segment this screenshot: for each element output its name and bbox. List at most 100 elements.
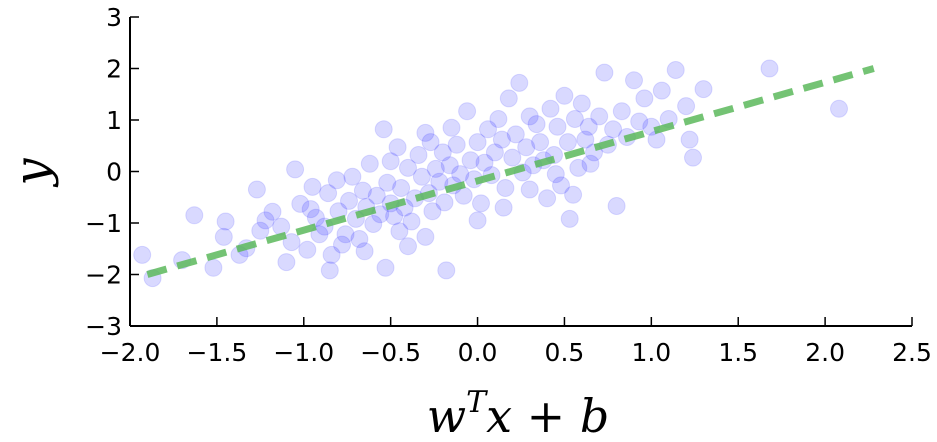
data-point — [360, 154, 379, 173]
y-tick-label: 2 — [106, 55, 122, 84]
data-point — [399, 158, 417, 177]
data-point — [546, 165, 565, 184]
data-point — [263, 202, 282, 221]
data-point — [306, 208, 325, 227]
data-point — [336, 225, 355, 244]
data-point — [520, 180, 539, 199]
data-point — [569, 158, 588, 177]
x-tick-label: 2.5 — [892, 338, 932, 367]
data-point — [468, 211, 487, 230]
data-point — [458, 102, 477, 121]
data-point — [677, 97, 696, 116]
data-point — [251, 221, 270, 240]
data-point — [541, 99, 560, 118]
data-point — [381, 152, 400, 171]
data-point — [437, 261, 456, 280]
data-point — [388, 138, 407, 157]
data-point — [319, 184, 338, 203]
data-point — [510, 73, 529, 92]
data-point — [421, 133, 440, 152]
data-point — [590, 107, 609, 126]
y-tick-label: 0 — [106, 158, 122, 187]
data-point — [376, 258, 395, 277]
data-point — [830, 99, 848, 118]
y-tick-label: −3 — [85, 312, 122, 341]
x-tick-label: −1.0 — [273, 338, 334, 367]
points-layer — [133, 59, 848, 288]
ticks-layer: −2.0 −1.5 −1.0 −0.5 0.0 0.5 1.0 1.5 2.0 2.5 −3 −2 −1… — [85, 3, 932, 367]
data-point — [340, 191, 358, 210]
data-point — [680, 130, 699, 149]
data-point — [301, 200, 320, 219]
data-point — [402, 212, 421, 231]
data-point — [576, 130, 595, 149]
x-tick-label: 1.5 — [718, 338, 758, 367]
data-point — [433, 143, 452, 162]
x-tick-label: 2.0 — [805, 338, 845, 367]
data-point — [416, 123, 435, 142]
data-point — [489, 110, 508, 128]
data-point — [399, 237, 417, 256]
data-point — [390, 222, 409, 241]
data-point — [277, 253, 296, 272]
data-point — [216, 212, 235, 231]
x-tick-label: −0.5 — [360, 338, 421, 367]
data-point — [320, 261, 339, 280]
data-point — [558, 133, 577, 152]
data-point — [327, 171, 346, 190]
data-point — [652, 81, 671, 100]
data-point — [684, 148, 702, 167]
data-point — [694, 80, 713, 99]
data-point — [520, 107, 539, 126]
data-point — [630, 112, 649, 131]
data-point — [565, 110, 584, 128]
data-point — [579, 117, 598, 136]
data-point — [555, 86, 574, 105]
data-point — [378, 173, 397, 192]
data-point — [607, 197, 626, 215]
data-point — [350, 230, 369, 248]
data-point — [343, 167, 362, 186]
data-point — [595, 63, 614, 82]
data-point — [272, 217, 291, 236]
data-point — [426, 159, 445, 178]
data-point — [282, 233, 301, 252]
x-axis-label: wTx + b — [427, 385, 610, 442]
data-point — [409, 146, 428, 164]
data-point — [440, 156, 459, 175]
data-point — [247, 180, 266, 199]
data-point — [355, 242, 374, 261]
y-axis-label: y — [4, 158, 60, 188]
y-tick-label: 3 — [106, 3, 122, 32]
data-point — [322, 245, 341, 264]
data-point — [552, 176, 570, 195]
data-point — [496, 179, 515, 197]
data-point — [581, 154, 600, 173]
x-tick-label: 0.5 — [545, 338, 585, 367]
data-point — [374, 120, 393, 139]
data-point — [256, 211, 275, 230]
data-point — [133, 245, 152, 264]
data-point — [442, 118, 461, 137]
data-point — [548, 117, 567, 136]
x-tick-label: −2.0 — [100, 338, 161, 367]
data-point — [333, 235, 351, 254]
data-point — [538, 189, 557, 208]
data-point — [527, 115, 546, 134]
x-tick-label: 0.0 — [458, 338, 498, 367]
data-point — [430, 172, 449, 191]
data-point — [506, 125, 525, 144]
data-point — [468, 133, 487, 152]
y-tick-label: −2 — [85, 261, 122, 290]
data-point — [303, 177, 322, 196]
data-point — [423, 202, 442, 221]
data-point — [204, 258, 223, 277]
x-tick-label: 1.0 — [631, 338, 671, 367]
data-point — [479, 120, 497, 139]
x-tick-label: −1.5 — [187, 338, 248, 367]
data-point — [435, 193, 454, 212]
data-point — [666, 61, 685, 79]
data-point — [564, 185, 583, 204]
data-point — [298, 240, 317, 259]
